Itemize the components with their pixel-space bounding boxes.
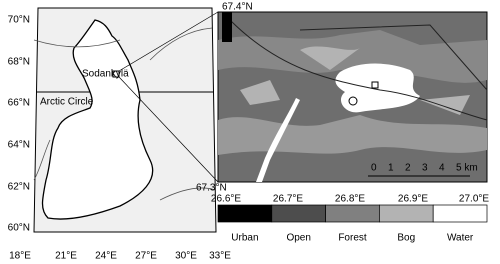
- lat-label: 68°N: [8, 57, 30, 68]
- finland-outline: [41, 19, 154, 220]
- legend-swatch: [271, 204, 326, 223]
- road: [299, 24, 488, 91]
- scale-label: 4: [439, 163, 445, 174]
- borders: [33, 27, 216, 201]
- legend-swatch: [379, 204, 434, 223]
- legend-swatch: [325, 204, 380, 223]
- lat-label: 70°N: [8, 15, 30, 26]
- lat-label: 67.4°N: [222, 2, 253, 13]
- lon-label: 24°E: [95, 251, 117, 262]
- site-marker: [348, 96, 358, 106]
- scale-label: 5 km: [456, 163, 478, 174]
- site-marker: [371, 81, 379, 89]
- lon-label: 26.9°E: [398, 194, 428, 205]
- legend-label: Forest: [338, 233, 367, 244]
- urban-area: [222, 12, 232, 42]
- lat-label: 64°N: [8, 140, 30, 151]
- lat-label: 66°N: [8, 98, 30, 109]
- lat-label: 62°N: [8, 182, 30, 193]
- road: [229, 19, 488, 121]
- connector: [118, 11, 219, 72]
- scale-label: 2: [405, 163, 411, 174]
- connector: [118, 76, 219, 183]
- legend-label: Bog: [397, 233, 415, 244]
- legend-swatch: [432, 204, 488, 223]
- circle-label: Arctic Circle: [40, 97, 94, 108]
- lon-label: 33°E: [209, 251, 231, 262]
- place-label: Sodankylä: [82, 69, 129, 80]
- lon-label: 30°E: [175, 251, 197, 262]
- scale-label: 1: [388, 163, 394, 174]
- scale-label: 0: [371, 163, 377, 174]
- legend-swatch: [217, 204, 273, 223]
- lon-label: 26.8°E: [335, 194, 365, 205]
- lat-label: 67.3°N: [196, 183, 227, 194]
- legend-label: Urban: [231, 233, 258, 244]
- lon-label: 27°E: [135, 251, 157, 262]
- lon-label: 26.6°E: [211, 194, 241, 205]
- lon-label: 26.7°E: [273, 194, 303, 205]
- study-area-marker: [112, 70, 120, 78]
- lon-label: 27.0°E: [459, 194, 489, 205]
- river: [256, 98, 300, 182]
- legend: Urban Open Forest Bog Water: [217, 204, 488, 244]
- bog-area: [240, 46, 470, 115]
- forest-area: [218, 30, 487, 83]
- lon-label: 21°E: [55, 251, 77, 262]
- legend-label: Open: [286, 233, 310, 244]
- lon-label: 18°E: [9, 251, 31, 262]
- lat-label: 60°N: [8, 223, 30, 234]
- scale-label: 3: [422, 163, 428, 174]
- legend-label: Water: [447, 233, 474, 244]
